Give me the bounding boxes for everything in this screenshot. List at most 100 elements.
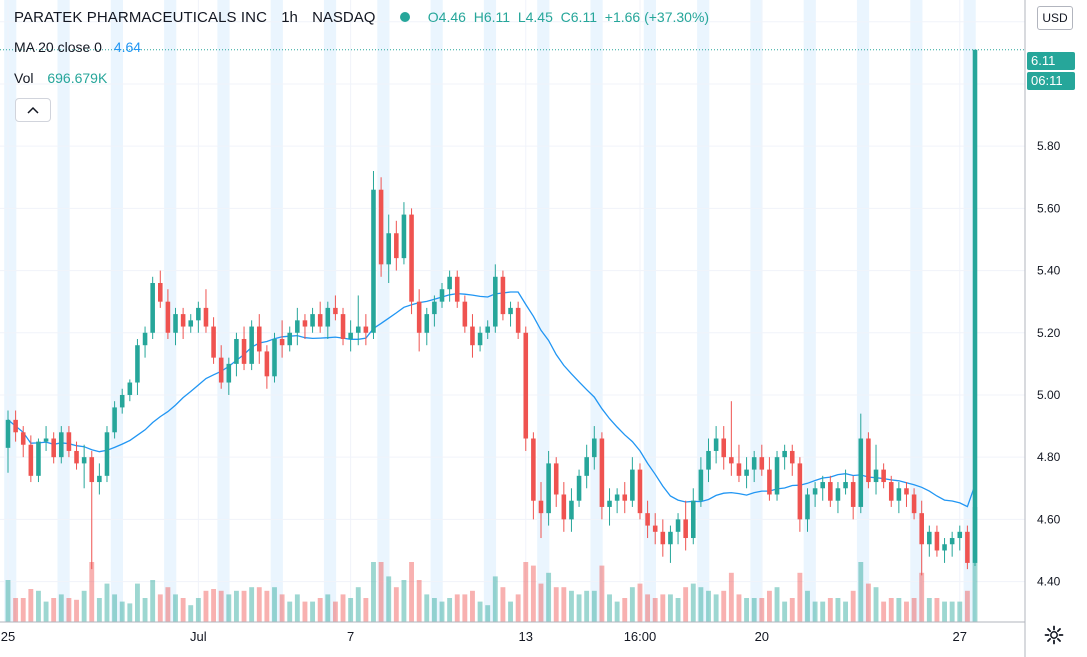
candle-body [759, 457, 765, 470]
candle [97, 463, 102, 495]
volume-bar [865, 583, 871, 622]
candle [264, 345, 270, 389]
volume-legend[interactable]: Vol 696.679K [14, 70, 107, 86]
candle-body [576, 475, 582, 501]
candle-body [904, 488, 909, 495]
volume-bar [447, 598, 453, 622]
interval[interactable]: 1h [281, 9, 298, 26]
volume-bar [690, 583, 696, 622]
candle-body [850, 482, 856, 507]
volume-bar [957, 601, 963, 622]
candle-body [470, 326, 475, 346]
settings-button[interactable] [1043, 625, 1065, 650]
volume-bar [713, 594, 719, 622]
volume-bar [74, 599, 79, 622]
candle [165, 289, 171, 339]
candle [896, 482, 902, 514]
low-value: 4.45 [525, 9, 553, 25]
candle-body [447, 276, 452, 290]
candle-body [51, 438, 56, 458]
candle [630, 457, 635, 507]
volume-bar [150, 580, 156, 622]
symbol-name[interactable]: PARATEK PHARMACEUTICALS INC [14, 9, 268, 26]
time-tick-label: 13 [519, 629, 533, 644]
high-value: 6.11 [483, 9, 511, 25]
gear-icon [1044, 625, 1064, 650]
candle-body [59, 432, 64, 458]
volume-bar [508, 601, 513, 622]
candle [340, 307, 346, 346]
volume-bar [492, 576, 498, 622]
volume-bar [843, 601, 848, 622]
volume-bar [43, 601, 49, 622]
price-tick-label: 5.60 [1037, 201, 1061, 215]
ma-label[interactable]: MA 20 close 0 [14, 39, 102, 55]
time-tick-label: Jul [190, 629, 207, 644]
volume-bar [302, 601, 308, 622]
candle-body [157, 283, 163, 302]
volume-bar [926, 598, 932, 622]
candle-body [873, 469, 879, 483]
time-tick-label: 16:00 [624, 629, 657, 644]
symbol-legend[interactable]: PARATEK PHARMACEUTICALS INC 1h NASDAQ O4… [14, 9, 709, 26]
candle [424, 307, 430, 346]
candle-body [13, 419, 18, 433]
candle-body [355, 326, 361, 333]
candle-body [690, 500, 696, 539]
volume-bar [28, 589, 34, 622]
volume-bar [431, 598, 437, 622]
volume-bar [5, 580, 11, 622]
candle [150, 276, 155, 339]
volume-bar [500, 587, 506, 622]
volume-bar [919, 572, 925, 622]
candle [493, 264, 498, 333]
volume-bar [188, 605, 194, 622]
collapse-legend-button[interactable] [15, 98, 51, 122]
volume-bar [477, 601, 483, 622]
candle [36, 438, 41, 483]
volume-bar [96, 598, 102, 622]
candle [797, 457, 803, 532]
currency-button[interactable]: USD [1037, 6, 1073, 30]
volume-bar [454, 594, 460, 622]
candle-body [241, 338, 247, 364]
session-band [377, 0, 390, 622]
ma-legend[interactable]: MA 20 close 0 4.64 [14, 39, 141, 55]
candle-body [36, 441, 41, 476]
candle-body [546, 463, 551, 514]
candle [736, 444, 742, 483]
candle [934, 525, 940, 557]
candle-body [797, 463, 803, 520]
candles [5, 49, 978, 576]
volume-bar [485, 605, 491, 622]
volume-bar [348, 598, 354, 622]
volume-bar [20, 598, 26, 622]
change-value: +1.66 (+37.30%) [604, 9, 710, 25]
ma-value: 4.64 [113, 39, 142, 55]
candle-body [592, 438, 597, 458]
candle [690, 488, 696, 545]
time-tick-label: 20 [755, 629, 769, 644]
candle-body [485, 326, 490, 333]
volume-bar [89, 562, 95, 622]
candle-body [942, 544, 947, 551]
candle-body [218, 357, 224, 383]
vol-label[interactable]: Vol [14, 70, 34, 86]
candle [454, 270, 460, 308]
candle-body [668, 531, 673, 545]
candle [614, 488, 620, 514]
volume-bar [104, 583, 110, 622]
candle-body [789, 450, 795, 464]
candle-body [409, 214, 414, 302]
candle-body [89, 457, 95, 483]
candle [904, 482, 909, 507]
volume-bar [211, 589, 217, 622]
candle [333, 295, 338, 321]
volume-bar [942, 601, 947, 622]
candle [295, 307, 300, 346]
candle [881, 463, 886, 489]
volume-bar [835, 598, 841, 622]
volume-bar [157, 594, 163, 622]
candle [477, 326, 483, 352]
